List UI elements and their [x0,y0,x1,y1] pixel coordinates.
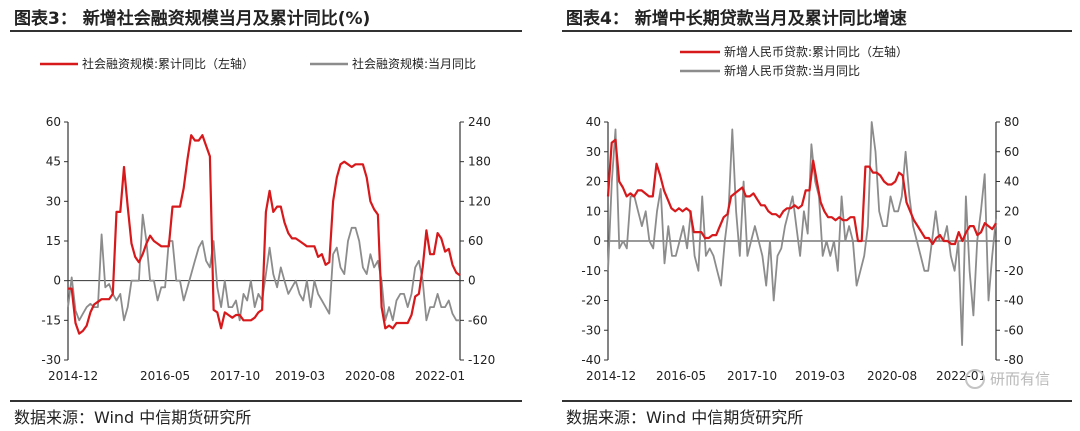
series-line-monthly [607,121,997,347]
x-axis-tick-label: 2019-03 [275,369,325,383]
right-axis-tick-label: -120 [468,353,495,367]
left-axis-tick-label: 10 [586,204,601,218]
source-divider [10,400,522,402]
watermark-text: 研而有信 [989,370,1050,388]
left-axis-tick-label: -10 [581,264,601,278]
title-divider [10,30,522,32]
left-axis-tick-label: -30 [581,323,601,337]
legend: 社会融资规模:累计同比（左轴） 社会融资规模:当月同比 [40,56,476,71]
x-axis-tick-label: 2020-08 [345,369,395,383]
x-axis-tick-label: 2017-10 [727,369,777,383]
chart-panel-medium-long-term-loans: 图表4： 新增中长期贷款当月及累计同比增速 新增人民币贷款:累计同比（左轴） 新… [552,0,1080,431]
right-axis-tick-label: 40 [1004,175,1019,189]
right-axis-tick-label: -40 [1004,294,1024,308]
left-axis-tick-label: 30 [586,145,601,159]
left-axis-tick-label: -30 [41,353,61,367]
right-axis-tick-label: 0 [1004,234,1012,248]
x-axis-tick-label: 2022-01 [415,369,465,383]
chart-title: 图表3： 新增社会融资规模当月及累计同比(%) [14,9,371,29]
legend-label-cumulative: 新增人民币贷款:累计同比（左轴） [724,44,908,59]
series-line-cumulative [606,138,997,246]
x-axis-tick-label: 2020-08 [867,369,917,383]
left-axis-tick-label: 60 [46,115,61,129]
left-axis-tick-label: -40 [581,353,601,367]
legend-label-monthly: 新增人民币贷款:当月同比 [724,63,860,78]
left-axis-tick-label: -15 [41,313,61,327]
right-axis-tick-label: -60 [1004,323,1024,337]
left-axis-tick-label: 20 [586,175,601,189]
left-axis-tick-label: 40 [586,115,601,129]
right-axis-tick-label: 60 [468,234,483,248]
right-axis-tick-label: 60 [1004,145,1019,159]
right-axis-tick-label: -60 [468,313,488,327]
right-axis-tick-label: 180 [468,155,491,169]
x-axis-tick-label: 2019-03 [795,369,845,383]
source-note: 数据来源：Wind 中信期货研究所 [14,408,252,427]
source-note: 数据来源：Wind 中信期货研究所 [566,408,804,427]
left-axis-tick-label: 30 [46,194,61,208]
legend-label-cumulative: 社会融资规模:累计同比（左轴） [82,56,254,71]
loans-chart: 新增人民币贷款:累计同比（左轴） 新增人民币贷款:当月同比 40 30 20 10 0 -… [581,44,1024,383]
x-axis-tick-label: 2014-12 [48,369,98,383]
x-axis-tick-label: 2016-05 [656,369,706,383]
watermark: 研而有信 [964,368,1050,389]
chart-title: 图表4： 新增中长期贷款当月及累计同比增速 [566,9,907,29]
x-axis-tick-label: 2017-10 [210,369,260,383]
left-axis-tick-label: 0 [593,234,601,248]
social-financing-chart: 社会融资规模:累计同比（左轴） 社会融资规模:当月同比 60 45 30 15 0 -15… [40,56,495,383]
legend-label-monthly: 社会融资规模:当月同比 [352,56,476,71]
right-axis-tick-label: -80 [1004,353,1024,367]
title-divider [562,30,1072,32]
source-divider [562,400,1072,402]
right-axis-tick-label: 240 [468,115,491,129]
left-axis-tick-label: -20 [581,294,601,308]
right-axis-tick-label: -20 [1004,264,1024,278]
right-axis-tick-label: 0 [468,274,476,288]
x-axis-tick-label: 2016-05 [140,369,190,383]
right-axis-tick-label: 20 [1004,204,1019,218]
left-axis-tick-label: 0 [53,274,61,288]
series-line-cumulative [68,134,461,335]
left-axis-tick-label: 45 [46,155,61,169]
wechat-icon [964,368,985,389]
right-axis-tick-label: 120 [468,194,491,208]
chart-panel-social-financing: 图表3： 新增社会融资规模当月及累计同比(%) 社会融资规模:累计同比（左轴） … [0,0,530,431]
legend: 新增人民币贷款:累计同比（左轴） 新增人民币贷款:当月同比 [680,44,908,78]
right-axis-tick-label: 80 [1004,115,1019,129]
left-axis-tick-label: 15 [46,234,61,248]
x-axis-tick-label: 2014-12 [586,369,636,383]
